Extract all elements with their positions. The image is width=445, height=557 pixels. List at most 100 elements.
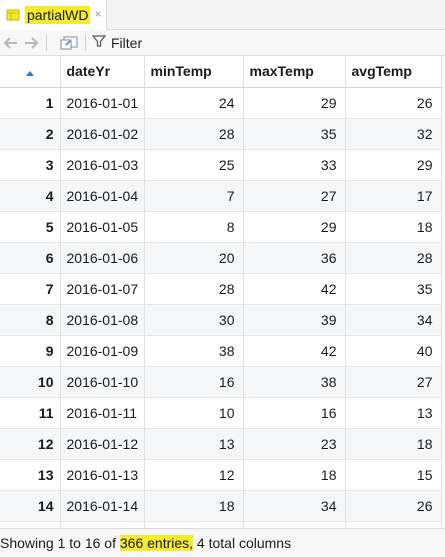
table-row: 7 2016-01-07 28 42 35 [0, 273, 442, 305]
cell-maxtemp: 42 [243, 273, 346, 305]
cell-maxtemp: 39 [243, 304, 346, 336]
cell-dateyr: 2016-01-09 [60, 335, 145, 367]
table-row: 12 2016-01-12 13 23 18 [0, 428, 442, 460]
cell-mintemp: 38 [144, 335, 244, 367]
cell-maxtemp: 18 [243, 459, 346, 491]
cell-mintemp: 24 [144, 87, 244, 119]
cell-dateyr: 2016-01-04 [60, 180, 145, 212]
cell-dateyr: 2016-01-03 [60, 149, 145, 181]
cell-avgtemp: 34 [345, 304, 442, 336]
cell-dateyr: 2016-01-14 [60, 490, 145, 522]
row-number: 11 [0, 397, 61, 429]
cell-mintemp: 30 [144, 304, 244, 336]
table-row: 14 2016-01-14 18 34 26 [0, 490, 442, 522]
cell-dateyr: 2016-01-02 [60, 118, 145, 150]
column-header-avgtemp[interactable]: avgTemp [345, 56, 442, 88]
cell-mintemp: 28 [144, 118, 244, 150]
row-number: 14 [0, 490, 61, 522]
filter-button[interactable]: Filter [91, 34, 143, 51]
column-header-dateyr[interactable]: dateYr [60, 56, 145, 88]
header-row: dateYr minTemp maxTemp avgTemp [0, 56, 442, 88]
cell-mintemp: 10 [144, 397, 244, 429]
cell-maxtemp: 29 [243, 211, 346, 243]
cell-avgtemp: 13 [345, 397, 442, 429]
cell-dateyr: 2016-01-10 [60, 366, 145, 398]
cell-mintemp: 13 [144, 428, 244, 460]
cell-avgtemp: 27 [345, 366, 442, 398]
table-icon [6, 8, 20, 22]
cell-dateyr: 2016-01-08 [60, 304, 145, 336]
row-number: 5 [0, 211, 61, 243]
table-row: 2 2016-01-02 28 35 32 [0, 118, 442, 150]
status-bar: Showing 1 to 16 of 366 entries, 4 total … [0, 528, 445, 557]
row-number: 4 [0, 180, 61, 212]
close-icon[interactable]: × [94, 7, 102, 21]
cell-dateyr: 2016-01-07 [60, 273, 145, 305]
cell-mintemp: 20 [144, 242, 244, 274]
row-number: 6 [0, 242, 61, 274]
cell-maxtemp: 35 [243, 118, 346, 150]
toolbar-divider [85, 34, 86, 51]
cell-avgtemp: 40 [345, 335, 442, 367]
status-suffix: 4 total columns [193, 535, 292, 551]
data-grid: dateYr minTemp maxTemp avgTemp 1 2016-01-… [0, 56, 445, 553]
table-row: 8 2016-01-08 30 39 34 [0, 304, 442, 336]
table-row: 13 2016-01-13 12 18 15 [0, 459, 442, 491]
cell-avgtemp: 18 [345, 211, 442, 243]
cell-maxtemp: 16 [243, 397, 346, 429]
cell-mintemp: 28 [144, 273, 244, 305]
cell-mintemp: 18 [144, 490, 244, 522]
table-row: 10 2016-01-10 16 38 27 [0, 366, 442, 398]
cell-maxtemp: 23 [243, 428, 346, 460]
table-row: 9 2016-01-09 38 42 40 [0, 335, 442, 367]
cell-maxtemp: 34 [243, 490, 346, 522]
filter-icon [91, 34, 107, 51]
cell-dateyr: 2016-01-06 [60, 242, 145, 274]
row-number: 3 [0, 149, 61, 181]
cell-maxtemp: 38 [243, 366, 346, 398]
table-row: 11 2016-01-11 10 16 13 [0, 397, 442, 429]
cell-avgtemp: 26 [345, 87, 442, 119]
cell-maxtemp: 27 [243, 180, 346, 212]
table-row: 5 2016-01-05 8 29 18 [0, 211, 442, 243]
data-table: dateYr minTemp maxTemp avgTemp 1 2016-01-… [0, 56, 442, 553]
table-row: 4 2016-01-04 7 27 17 [0, 180, 442, 212]
row-number: 10 [0, 366, 61, 398]
cell-mintemp: 12 [144, 459, 244, 491]
cell-maxtemp: 29 [243, 87, 346, 119]
cell-mintemp: 8 [144, 211, 244, 243]
table-row: 6 2016-01-06 20 36 28 [0, 242, 442, 274]
tab-title: partialWD [25, 6, 91, 24]
tab-partialwd[interactable]: partialWD × [0, 0, 107, 30]
cell-dateyr: 2016-01-13 [60, 459, 145, 491]
table-row: 3 2016-01-03 25 33 29 [0, 149, 442, 181]
column-header-maxtemp[interactable]: maxTemp [243, 56, 346, 88]
cell-avgtemp: 32 [345, 118, 442, 150]
cell-avgtemp: 29 [345, 149, 442, 181]
cell-avgtemp: 18 [345, 428, 442, 460]
status-prefix: Showing 1 to 16 of [0, 535, 120, 551]
cell-dateyr: 2016-01-05 [60, 211, 145, 243]
status-entries: 366 entries, [119, 535, 194, 551]
row-number: 13 [0, 459, 61, 491]
back-arrow-icon[interactable] [2, 34, 20, 52]
forward-arrow-icon[interactable] [22, 34, 40, 52]
filter-label: Filter [111, 34, 143, 51]
cell-avgtemp: 17 [345, 180, 442, 212]
row-number: 1 [0, 87, 61, 119]
row-number: 9 [0, 335, 61, 367]
toolbar: Filter [0, 30, 445, 56]
column-header-mintemp[interactable]: minTemp [144, 56, 244, 88]
cell-avgtemp: 26 [345, 490, 442, 522]
cell-dateyr: 2016-01-11 [60, 397, 145, 429]
row-number: 2 [0, 118, 61, 150]
row-number: 12 [0, 428, 61, 460]
cell-mintemp: 16 [144, 366, 244, 398]
tab-bar: partialWD × [0, 0, 445, 30]
table-row: 1 2016-01-01 24 29 26 [0, 87, 442, 119]
cell-mintemp: 7 [144, 180, 244, 212]
row-number: 8 [0, 304, 61, 336]
row-number: 7 [0, 273, 61, 305]
popout-icon[interactable] [59, 34, 79, 52]
row-index-header[interactable] [0, 56, 61, 88]
